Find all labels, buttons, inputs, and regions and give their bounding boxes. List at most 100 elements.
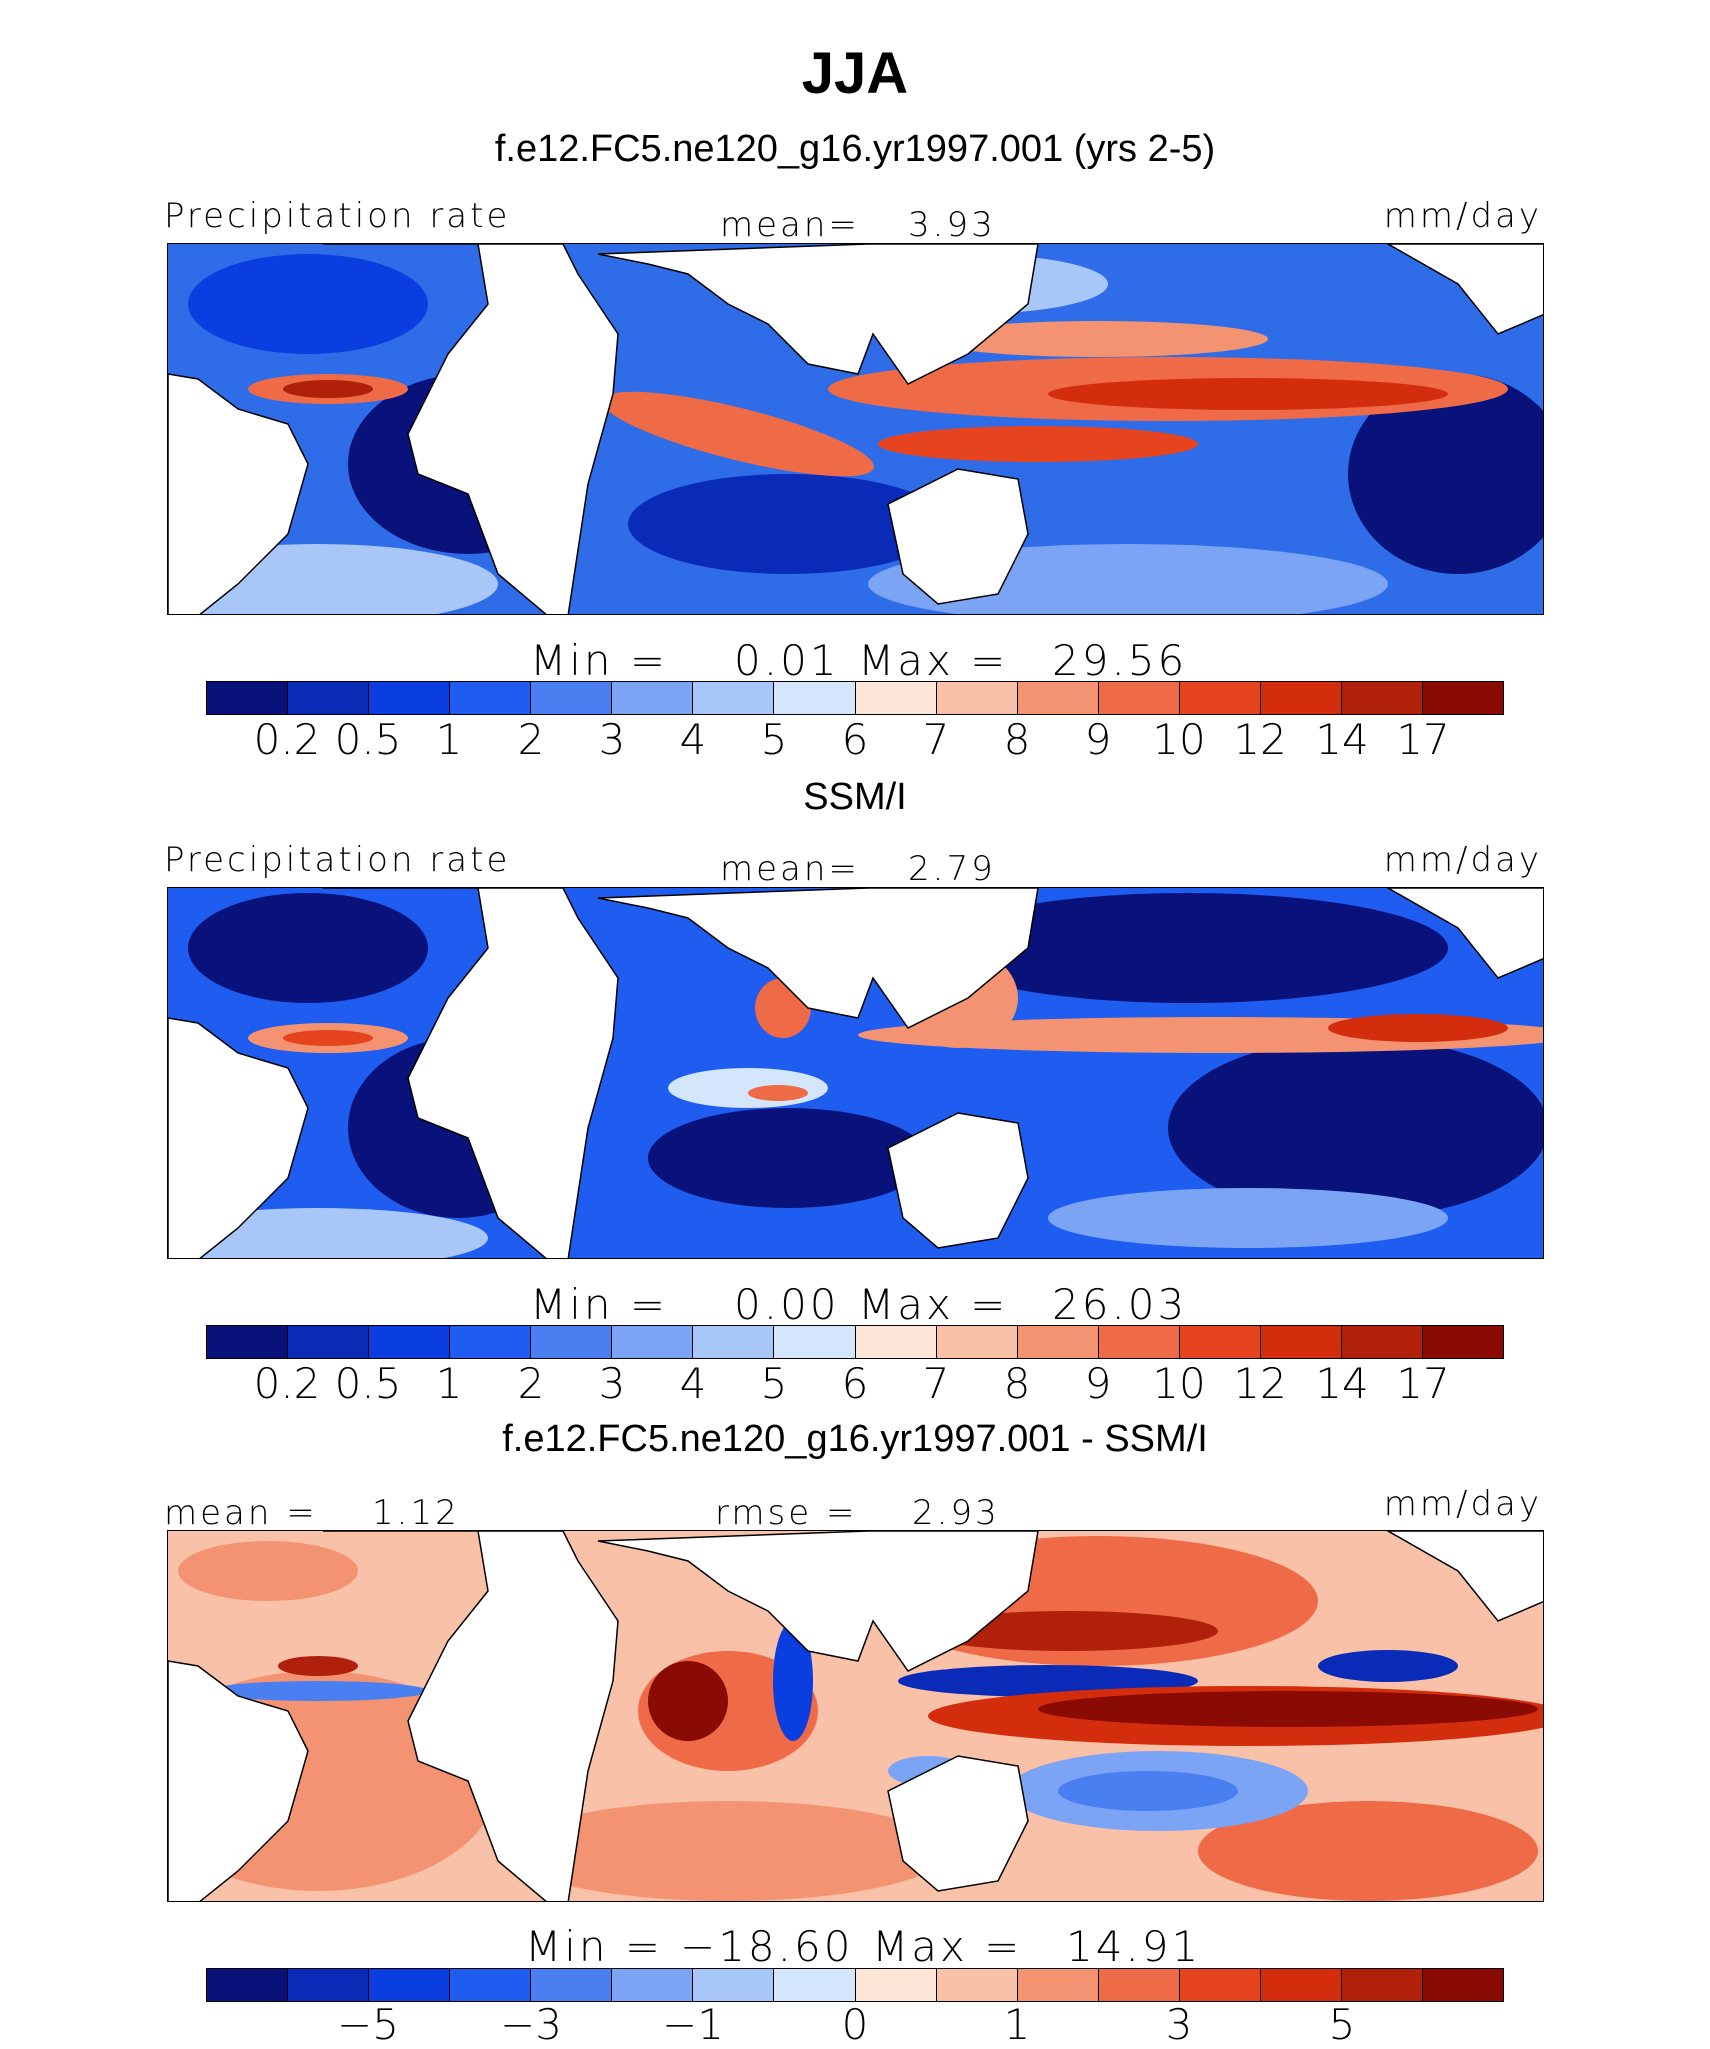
colorbar-swatch	[207, 1326, 289, 1358]
colorbar-tick: 3	[1165, 2000, 1193, 2049]
map-field-patch	[1048, 1188, 1448, 1248]
panel3-map	[167, 1530, 1544, 1902]
colorbar-tick: −5	[337, 2000, 399, 2049]
map-field-patch	[283, 380, 373, 398]
colorbar-tick: 4	[679, 1359, 707, 1408]
colorbar-swatch	[693, 1969, 775, 2001]
colorbar-tick: 0.5	[334, 715, 402, 764]
colorbar-swatch	[1341, 1969, 1423, 2001]
map-field-patch	[1198, 1801, 1538, 1901]
map-field-patch	[1328, 1014, 1508, 1042]
map-land-asia	[597, 888, 1039, 1029]
colorbar-swatch	[936, 682, 1018, 714]
panel1-min-label: Min =	[530, 636, 669, 685]
panel3-units: mm/day	[1383, 1484, 1542, 1524]
map-land-north-america	[1386, 1531, 1543, 1622]
panel1-mean-value: 3.93	[908, 205, 996, 245]
colorbar-swatch	[693, 682, 775, 714]
colorbar-swatch	[531, 1969, 613, 2001]
colorbar-tick: 1	[435, 1359, 463, 1408]
colorbar-swatch	[774, 682, 856, 714]
map-field-patch	[168, 1208, 488, 1258]
colorbar-swatch	[1179, 1326, 1261, 1358]
colorbar-swatch	[450, 682, 532, 714]
colorbar-swatch	[450, 1969, 532, 2001]
map-field-patch	[602, 391, 874, 477]
panel3-max-label: Max =	[872, 1922, 1023, 1971]
map-field-patch	[1058, 1771, 1238, 1811]
panel1-units: mm/day	[1383, 196, 1542, 236]
panel2-mean-value: 2.79	[908, 849, 996, 889]
colorbar-swatch	[774, 1326, 856, 1358]
colorbar-tick: 0.2	[253, 1359, 321, 1408]
colorbar-swatch	[531, 682, 613, 714]
map-field-patch	[208, 1681, 428, 1701]
colorbar-swatch	[207, 1969, 289, 2001]
map-field-patch	[668, 1068, 828, 1108]
map-field-patch	[928, 321, 1268, 357]
colorbar-tick: 9	[1084, 1359, 1112, 1408]
colorbar-swatch	[369, 1326, 451, 1358]
map-land-africa	[323, 888, 619, 1258]
map-field-patch	[278, 1656, 358, 1676]
panel1-map	[167, 243, 1544, 615]
map-field-patch	[878, 426, 1198, 462]
colorbar-swatch	[1017, 682, 1099, 714]
panel2-subtitle: SSM/I	[803, 776, 907, 818]
colorbar-swatch	[1422, 1969, 1503, 2001]
panel2-max-label: Max =	[858, 1280, 1009, 1329]
panel3-subtitle: f.e12.FC5.ne120_g16.yr1997.001 - SSM/I	[502, 1418, 1208, 1460]
colorbar-swatch	[1341, 1326, 1423, 1358]
colorbar-swatch	[1179, 1969, 1261, 2001]
map-field-patch	[928, 893, 1448, 1003]
map-field-patch	[188, 254, 428, 354]
colorbar-tick: 0	[841, 2000, 869, 2049]
colorbar-swatch	[774, 1969, 856, 2001]
colorbar-tick: 1	[435, 715, 463, 764]
panel2-max-value: 26.03	[1052, 1280, 1188, 1329]
colorbar-swatch	[855, 1969, 937, 2001]
colorbar-tick: 8	[1003, 1359, 1031, 1408]
panel1-max-label: Max =	[858, 636, 1009, 685]
colorbar-swatch	[1017, 1969, 1099, 2001]
map-land-australia	[887, 1112, 1029, 1249]
colorbar-tick: 10	[1152, 715, 1206, 764]
colorbar-swatch	[693, 1326, 775, 1358]
map-field-patch	[773, 1621, 813, 1741]
colorbar-swatch	[1260, 1969, 1342, 2001]
panel1-variable-label: Precipitation rate	[164, 196, 511, 236]
panel3-map-field	[168, 1531, 1543, 1901]
panel1-colorbar	[206, 681, 1504, 715]
colorbar-tick: 10	[1152, 1359, 1206, 1408]
map-land-north-america	[1386, 244, 1543, 335]
map-field-patch	[283, 1030, 373, 1046]
colorbar-tick: 9	[1084, 715, 1112, 764]
map-land-south-america	[168, 1660, 309, 1901]
colorbar-swatch	[1179, 682, 1261, 714]
colorbar-swatch	[207, 682, 289, 714]
map-field-patch	[648, 1108, 928, 1208]
map-land-africa	[323, 1531, 619, 1901]
panel3-mean-value: 1.12	[372, 1493, 460, 1533]
colorbar-swatch	[369, 682, 451, 714]
colorbar-swatch	[612, 1326, 694, 1358]
colorbar-tick: 2	[517, 1359, 545, 1408]
colorbar-tick: 14	[1315, 1359, 1369, 1408]
map-land-north-america	[1386, 888, 1543, 979]
panel3-min-value: −18.60	[680, 1922, 854, 1971]
colorbar-swatch	[288, 1326, 370, 1358]
colorbar-swatch	[855, 682, 937, 714]
colorbar-swatch	[855, 1326, 937, 1358]
map-land-australia	[887, 468, 1029, 605]
colorbar-swatch	[1260, 682, 1342, 714]
colorbar-swatch	[612, 682, 694, 714]
colorbar-tick: 5	[1328, 2000, 1356, 2049]
colorbar-tick: 0.5	[334, 1359, 402, 1408]
colorbar-tick: 12	[1233, 715, 1287, 764]
colorbar-swatch	[1260, 1326, 1342, 1358]
colorbar-swatch	[1098, 1969, 1180, 2001]
panel3-rmse-label: rmse =	[715, 1493, 858, 1533]
map-land-south-america	[168, 1017, 309, 1258]
panel2-min-value: 0.00	[734, 1280, 840, 1329]
colorbar-swatch	[936, 1969, 1018, 2001]
